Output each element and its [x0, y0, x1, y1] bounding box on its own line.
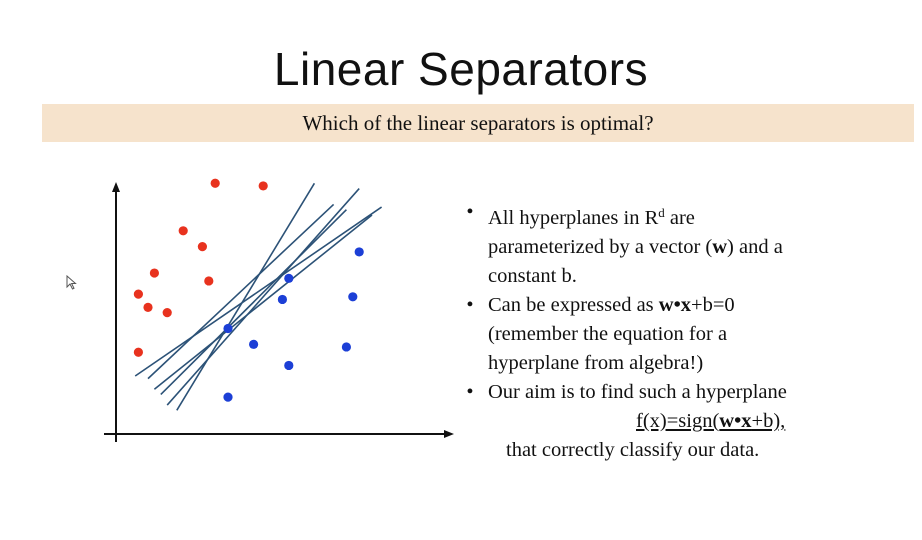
slide-subtitle: Which of the linear separators is optima… — [302, 111, 654, 135]
text-segment: hyperplane from algebra!) — [488, 352, 704, 374]
bullet-dot: • — [466, 294, 474, 316]
text-segment: Can be expressed as — [488, 294, 659, 316]
bullet-item: • Can be expressed as w•x+b=0 (remember th… — [460, 291, 900, 378]
bullet-line: All hyperplanes in Rd are — [488, 198, 900, 233]
separator-line-2 — [160, 209, 347, 396]
x-axis-arrow — [444, 430, 454, 438]
bullet-line: Can be expressed as w•x+b=0 — [488, 291, 900, 320]
bullet-line: parameterized by a vector (w) and a — [488, 233, 900, 262]
text-segment: ) and a — [727, 236, 783, 258]
text-segment: +b), — [751, 410, 786, 432]
blue-point — [284, 360, 294, 371]
mouse-pointer-icon — [66, 275, 77, 290]
separator-diagram — [104, 178, 454, 442]
red-point — [204, 276, 214, 286]
text-segment: w•x — [658, 294, 692, 316]
red-point — [258, 181, 268, 191]
text-segment: parameterized by a vector ( — [488, 236, 713, 258]
bullet-tail-line: that correctly classify our data. — [506, 439, 760, 461]
data-points — [133, 178, 364, 402]
text-segment: w•x — [719, 410, 752, 432]
slide-title: Linear Separators — [273, 43, 649, 95]
separator-line-3 — [134, 206, 383, 377]
blue-point — [277, 294, 287, 305]
text-segment: w — [712, 236, 728, 258]
separator-line-1 — [147, 203, 335, 380]
text-segment: Our aim is to find such a hyperplane — [488, 381, 787, 403]
red-point — [149, 268, 159, 278]
text-segment: All hyperplanes in R — [488, 207, 659, 229]
bullet-line: (remember the equation for a — [488, 320, 900, 349]
blue-point — [348, 292, 358, 302]
blue-point — [354, 247, 364, 257]
bullet-line: constant b. — [488, 262, 900, 291]
bullet-line: hyperplane from algebra!) — [488, 349, 900, 378]
red-point — [143, 302, 153, 312]
bullet-item: • All hyperplanes in Rd are parameterized … — [460, 198, 900, 291]
red-point — [133, 289, 143, 299]
red-point — [210, 178, 220, 188]
separator-lines — [134, 182, 383, 411]
text-segment: constant b. — [488, 265, 577, 287]
bullet-line: Our aim is to find such a hyperplane — [488, 378, 900, 407]
red-point — [197, 242, 207, 252]
red-point — [162, 308, 172, 318]
y-axis-arrow — [112, 182, 120, 192]
red-point — [133, 347, 143, 357]
bullet-dot: • — [466, 381, 474, 403]
bullet-list: • All hyperplanes in Rd are parameterized … — [460, 198, 900, 465]
blue-point — [249, 339, 259, 349]
bullet-dot: • — [466, 201, 474, 223]
blue-point — [223, 392, 233, 402]
separator-line-5 — [176, 182, 316, 411]
blue-point — [341, 342, 351, 352]
text-segment: (remember the equation for a — [488, 323, 728, 345]
text-segment: f(x)=sign( — [636, 410, 720, 432]
text-segment: +b=0 — [691, 294, 735, 316]
red-point — [178, 226, 188, 236]
formula-line: f(x)=sign(w•x+b), — [460, 407, 900, 436]
bullet-item: • Our aim is to find such a hyperplane — [460, 378, 900, 407]
blue-point — [284, 273, 294, 283]
classifier-formula: f(x)=sign(w•x+b), — [636, 410, 785, 432]
separator-line-4 — [166, 188, 360, 406]
text-segment: d — [658, 205, 665, 220]
subtitle-banner: Which of the linear separators is optima… — [42, 104, 914, 142]
blue-point — [223, 323, 233, 334]
text-segment: are — [664, 207, 695, 229]
separator-line-6 — [153, 214, 373, 390]
